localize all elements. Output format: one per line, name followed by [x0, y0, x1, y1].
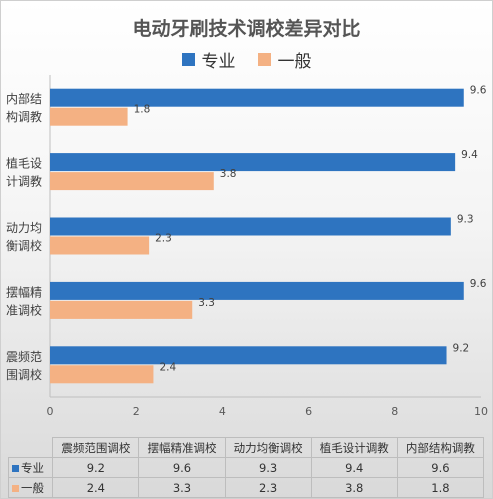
data-table-row-series-1: 一般 2.4 3.3 2.3 3.8 1.8 — [7, 477, 485, 498]
category-label: 动力均 — [6, 221, 42, 235]
data-label-series-0: 9.3 — [457, 214, 474, 226]
bar-series-0 — [50, 346, 447, 365]
data-table-header: 摆幅精准调校 — [138, 437, 226, 458]
data-label-series-0: 9.4 — [461, 149, 478, 161]
x-tick-label: 8 — [391, 405, 398, 418]
data-table-cell: 3.3 — [138, 477, 226, 498]
category-label: 震频范 — [6, 350, 42, 364]
category-label: 准调校 — [6, 302, 42, 317]
data-table-series-label: 专业 — [7, 457, 54, 478]
legend-swatch-series-0 — [181, 53, 195, 66]
data-table: 震频范围调校 摆幅精准调校 动力均衡调校 植毛设计调教 内部结构调教 专业 9.… — [7, 437, 485, 498]
data-table-row-series-0: 专业 9.2 9.6 9.3 9.4 9.6 — [7, 457, 485, 478]
bar-chart: 0 2 4 6 8 10 9.2 2.4 震频范围调校 9.6 3.3 摆幅精准调校 9.3 2.3 动力均… — [6, 75, 488, 418]
data-label-series-1: 3.8 — [220, 168, 237, 180]
category-label: 植毛设 — [6, 156, 42, 171]
bar-series-0 — [50, 153, 456, 172]
bar-series-0 — [50, 217, 451, 236]
x-tick-label: 4 — [219, 405, 226, 418]
data-table-cell: 9.4 — [310, 457, 398, 478]
data-table-series-label: 一般 — [7, 477, 54, 498]
bar-series-0 — [50, 88, 464, 107]
category-label: 计调教 — [6, 174, 42, 189]
bar-series-1 — [50, 172, 214, 191]
category-label: 摆幅精 — [6, 284, 42, 299]
data-table-cell: 2.4 — [52, 477, 140, 498]
data-table-cell: 9.6 — [138, 457, 226, 478]
data-table-cell: 9.3 — [224, 457, 312, 478]
data-table-swatch-series-1 — [12, 484, 19, 492]
bar-series-0 — [50, 281, 464, 300]
data-table-header: 植毛设计调教 — [310, 437, 398, 458]
data-table-corner — [8, 437, 54, 458]
x-tick-label: 6 — [305, 405, 312, 418]
data-table-header: 震频范围调校 — [52, 437, 140, 458]
chart-title: 电动牙刷技术调校差异对比 — [132, 18, 361, 40]
legend: 专业 一般 — [0, 47, 493, 72]
x-tick-label: 10 — [474, 405, 488, 418]
data-label-series-1: 2.3 — [155, 233, 172, 245]
legend-swatch-series-1 — [257, 53, 271, 66]
data-table-header: 动力均衡调校 — [224, 437, 312, 458]
data-table-swatch-series-0 — [12, 464, 19, 472]
data-table-series-name: 一般 — [21, 480, 44, 495]
bar-series-1 — [50, 236, 150, 255]
data-label-series-0: 9.6 — [470, 278, 487, 290]
data-table-series-name: 专业 — [21, 460, 44, 475]
data-table-cell: 9.6 — [396, 457, 485, 478]
x-tick-label: 0 — [47, 405, 54, 418]
category-label: 内部结 — [6, 91, 42, 106]
data-label-series-1: 2.4 — [159, 361, 176, 373]
bar-series-1 — [50, 300, 193, 319]
data-table-cell: 9.2 — [52, 457, 140, 478]
data-label-series-1: 1.8 — [134, 104, 151, 116]
legend-item-series-0: 专业 — [181, 47, 236, 72]
bar-series-1 — [50, 365, 154, 384]
legend-label-series-0: 专业 — [201, 52, 236, 72]
legend-item-series-1: 一般 — [257, 47, 312, 72]
data-label-series-0: 9.6 — [470, 85, 487, 97]
data-table-cell: 2.3 — [224, 477, 312, 498]
data-label-series-0: 9.2 — [453, 342, 470, 354]
data-label-series-1: 3.3 — [198, 297, 215, 309]
data-table-header-row: 震频范围调校 摆幅精准调校 动力均衡调校 植毛设计调教 内部结构调教 — [8, 437, 485, 458]
category-label: 构调教 — [6, 109, 42, 124]
data-table-header: 内部结构调教 — [396, 437, 485, 458]
data-table-cell: 3.8 — [310, 477, 398, 498]
category-label: 衡调校 — [6, 238, 42, 253]
legend-label-series-1: 一般 — [277, 52, 312, 72]
data-table-cell: 1.8 — [396, 477, 485, 498]
bar-series-1 — [50, 107, 128, 126]
category-label: 围调校 — [6, 367, 42, 382]
x-tick-label: 2 — [133, 405, 140, 418]
